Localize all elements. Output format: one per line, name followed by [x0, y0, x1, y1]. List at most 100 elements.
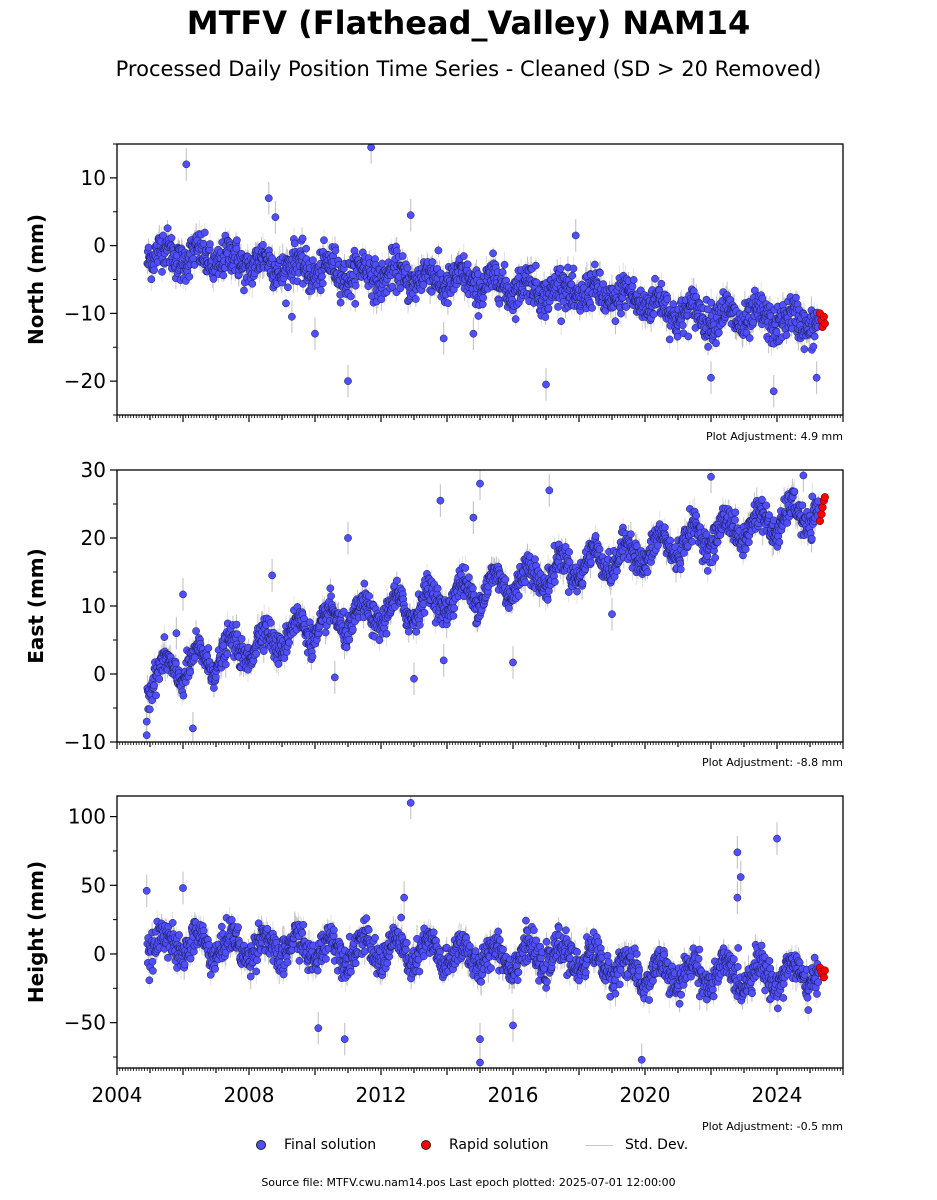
north-final-point	[554, 303, 562, 311]
north-final-point	[703, 305, 712, 314]
north-y-tick-label: −10	[64, 301, 106, 325]
north-final-point	[209, 275, 218, 283]
north-final-point	[282, 299, 290, 308]
north-final-point	[750, 286, 759, 295]
north-final-point	[590, 260, 599, 269]
north-outlier-point	[264, 194, 273, 203]
north-outlier-point	[344, 377, 352, 385]
north-outlier-point	[542, 380, 550, 389]
north-final-point	[617, 309, 625, 318]
north-data-points	[143, 144, 829, 408]
north-final-point	[531, 261, 540, 270]
north-final-point	[810, 332, 819, 341]
north-final-point	[378, 259, 387, 268]
north-final-point	[459, 252, 468, 260]
north-rapid-point	[819, 312, 828, 321]
north-final-point	[427, 288, 436, 296]
north-outlier-point	[571, 231, 580, 240]
north-final-point	[463, 260, 472, 269]
north-final-point	[396, 284, 405, 293]
north-final-point	[704, 343, 712, 351]
north-y-axis-label: North (mm)	[24, 214, 48, 345]
north-final-point	[544, 304, 553, 313]
north-final-point	[489, 249, 497, 258]
north-final-point	[233, 236, 241, 245]
north-final-point	[150, 266, 158, 274]
north-final-point	[411, 295, 420, 303]
north-final-point	[749, 318, 758, 327]
north-final-point	[663, 295, 672, 303]
north-final-point	[302, 244, 311, 253]
north-outlier-point	[182, 160, 191, 169]
north-final-point	[782, 331, 791, 339]
north-final-point	[758, 294, 767, 303]
panel-north: −20 −10 0 10 North (mm) Plot Adjustment: 4.9 …	[24, 143, 844, 443]
north-final-point	[318, 272, 326, 281]
north-final-point	[657, 279, 666, 288]
north-outlier-point	[439, 334, 448, 343]
north-final-point	[596, 268, 604, 277]
north-y-tick-label: 0	[93, 234, 106, 258]
north-final-point	[351, 299, 360, 308]
north-final-point	[167, 234, 176, 242]
north-final-point	[428, 258, 437, 266]
north-outlier-point	[288, 312, 296, 321]
north-final-point	[185, 272, 194, 281]
north-outlier-point	[311, 329, 319, 338]
north-outlier-point	[367, 144, 375, 152]
north-final-point	[219, 271, 228, 280]
north-final-point	[678, 321, 687, 330]
north-rapid-point	[820, 319, 829, 328]
north-final-point	[248, 279, 257, 288]
north-final-point	[377, 295, 386, 304]
north-final-point	[707, 298, 716, 307]
north-final-point	[478, 300, 487, 309]
north-final-point	[568, 271, 577, 280]
north-final-point	[232, 244, 241, 253]
north-final-point	[800, 345, 809, 354]
north-final-point	[403, 264, 412, 272]
north-outlier-point	[271, 213, 280, 222]
north-final-point	[511, 315, 520, 323]
north-final-point	[556, 264, 565, 273]
north-final-point	[622, 303, 630, 311]
north-final-point	[500, 260, 509, 269]
north-final-point	[649, 310, 658, 319]
north-outlier-point	[812, 373, 821, 382]
north-final-point	[714, 328, 723, 337]
north-final-point	[651, 274, 659, 283]
north-outlier-point	[707, 373, 715, 382]
north-final-point	[320, 236, 328, 245]
north-final-point	[419, 280, 428, 289]
page-title: MTFV (Flathead_Valley) NAM14	[186, 4, 751, 42]
north-final-point	[629, 276, 638, 284]
north-final-point	[268, 254, 276, 263]
east-data-points	[142, 470, 829, 742]
north-final-point	[163, 224, 172, 233]
north-final-point	[444, 299, 452, 308]
north-final-point	[669, 300, 678, 308]
north-final-point	[347, 292, 355, 301]
north-outlier-point	[406, 211, 415, 219]
north-y-tick-label: −20	[64, 369, 106, 393]
north-final-point	[316, 286, 325, 295]
north-y-tick-label: 10	[81, 166, 106, 190]
north-final-point	[772, 328, 781, 336]
north-final-point	[159, 231, 168, 240]
north-final-point	[206, 240, 214, 248]
north-final-point	[588, 304, 596, 312]
north-final-point	[809, 342, 818, 351]
north-final-point	[569, 264, 578, 273]
north-final-point	[495, 299, 504, 308]
north-final-point	[240, 286, 248, 295]
north-final-point	[611, 317, 620, 326]
north-final-point	[567, 280, 576, 289]
north-final-point	[200, 228, 209, 237]
north-final-point	[792, 293, 800, 302]
north-final-point	[665, 335, 674, 344]
north-final-point	[351, 281, 360, 290]
north-final-point	[628, 282, 637, 291]
north-final-point	[745, 334, 754, 342]
north-final-point	[158, 268, 166, 276]
